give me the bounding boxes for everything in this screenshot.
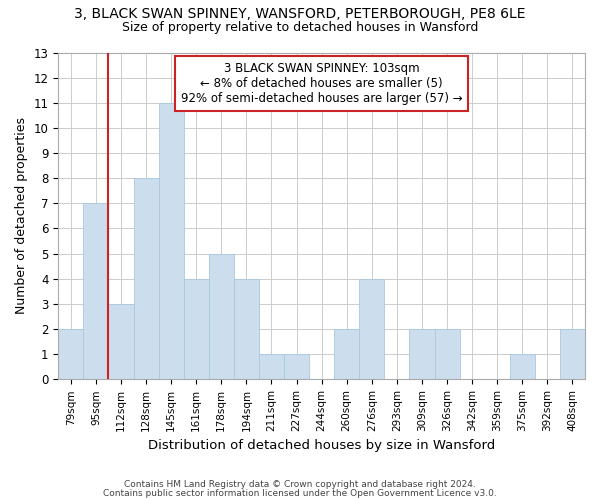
Text: 3 BLACK SWAN SPINNEY: 103sqm
← 8% of detached houses are smaller (5)
92% of semi: 3 BLACK SWAN SPINNEY: 103sqm ← 8% of det… (181, 62, 463, 106)
Bar (409, 329, 434, 380)
Bar (284, 354, 309, 380)
Text: 3, BLACK SWAN SPINNEY, WANSFORD, PETERBOROUGH, PE8 6LE: 3, BLACK SWAN SPINNEY, WANSFORD, PETERBO… (74, 8, 526, 22)
Bar (334, 329, 359, 380)
Text: Contains public sector information licensed under the Open Government Licence v3: Contains public sector information licen… (103, 488, 497, 498)
Bar (134, 178, 158, 380)
X-axis label: Distribution of detached houses by size in Wansford: Distribution of detached houses by size … (148, 440, 495, 452)
Bar (259, 354, 284, 380)
Bar (510, 354, 535, 380)
Text: Contains HM Land Registry data © Crown copyright and database right 2024.: Contains HM Land Registry data © Crown c… (124, 480, 476, 489)
Bar (359, 279, 385, 380)
Bar (158, 103, 184, 380)
Bar (434, 329, 460, 380)
Bar (184, 279, 209, 380)
Bar (109, 304, 134, 380)
Text: Size of property relative to detached houses in Wansford: Size of property relative to detached ho… (122, 21, 478, 34)
Bar (209, 254, 234, 380)
Bar (58, 329, 83, 380)
Bar (560, 329, 585, 380)
Y-axis label: Number of detached properties: Number of detached properties (15, 118, 28, 314)
Bar (234, 279, 259, 380)
Bar (83, 204, 109, 380)
